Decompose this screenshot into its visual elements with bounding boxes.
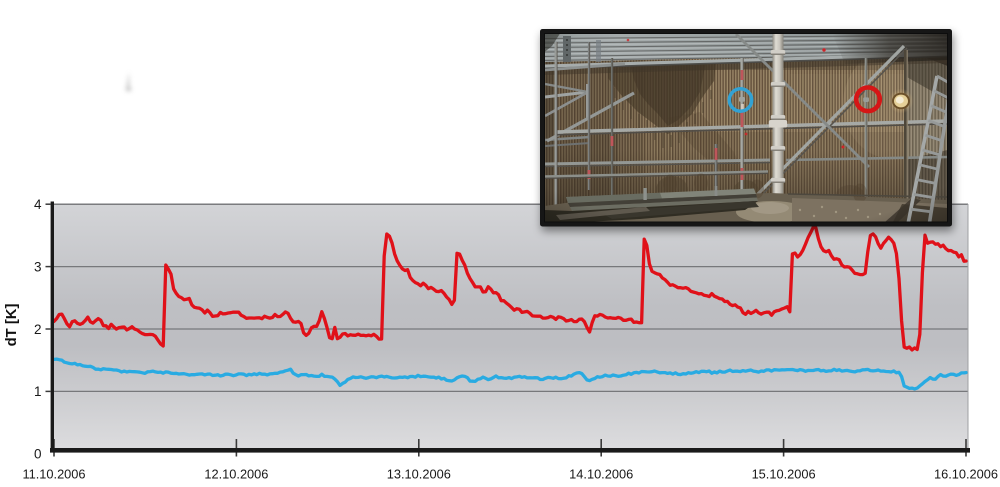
svg-text:2: 2: [34, 322, 42, 337]
svg-text:11.10.2006: 11.10.2006: [22, 467, 85, 482]
svg-text:15.10.2006: 15.10.2006: [752, 467, 816, 482]
svg-text:dT [K]: dT [K]: [4, 304, 20, 347]
svg-text:16.10.2006: 16.10.2006: [934, 467, 998, 482]
svg-text:1: 1: [34, 384, 42, 399]
svg-text:13.10.2006: 13.10.2006: [387, 467, 451, 482]
svg-text:12.10.2006: 12.10.2006: [204, 467, 268, 482]
svg-text:14.10.2006: 14.10.2006: [569, 467, 633, 482]
svg-text:0: 0: [34, 447, 42, 462]
svg-text:3: 3: [34, 259, 42, 274]
svg-text:4: 4: [34, 197, 42, 212]
